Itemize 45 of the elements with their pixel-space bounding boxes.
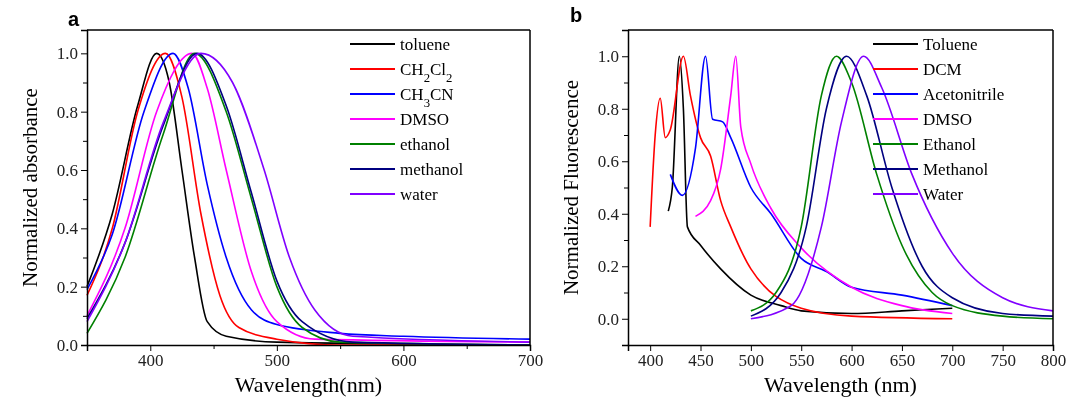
legend-label: Methanol [923,160,989,179]
y-tick-label: 0.0 [597,309,619,329]
y-tick-label: 0.8 [56,102,78,122]
x-tick-label: 500 [264,351,291,371]
x-tick-label: 550 [788,351,815,371]
chart-title: b [570,4,583,26]
x-tick-label: 600 [391,351,417,371]
x-tick-label: 400 [637,351,664,371]
y-tick-label: 0.6 [597,152,619,172]
y-tick-label: 1.0 [56,44,78,64]
legend-label: DMSO [400,110,450,129]
legend-label: Water [923,185,964,204]
x-tick-label: 700 [940,351,966,371]
y-tick-label: 1.0 [597,47,619,67]
x-axis-title: Wavelength (nm) [764,372,917,397]
x-tick-label: 700 [517,351,544,371]
legend-label: Ethanol [923,135,977,154]
y-tick-label: 0.2 [597,257,619,277]
x-tick-label: 750 [990,351,1016,371]
x-tick-label: 450 [688,351,714,371]
x-axis-title: Wavelength(nm) [234,372,383,397]
y-tick-label: 0.0 [56,335,78,355]
legend-label: CH$_{2}$Cl$_{2}$ [400,60,453,85]
y-tick-label: 0.4 [56,219,79,239]
x-tick-label: 400 [138,351,164,371]
x-tick-label: 800 [1040,351,1067,371]
legend-label: Acetonitrile [923,85,1005,104]
x-tick-label: 650 [889,351,916,371]
y-axis-title: Normalized absorbance [18,88,42,287]
legend-label: DMSO [923,110,973,129]
y-tick-label: 0.6 [56,160,78,180]
legend-label: ethanol [400,135,451,154]
x-tick-label: 600 [839,351,865,371]
y-tick-label: 0.2 [56,277,78,297]
y-axis-title: Normalized Fluorescence [559,79,583,296]
legend-label: DCM [923,60,962,79]
legend-label: water [400,185,439,204]
legend-label: CH$_{3}$CN [400,85,454,110]
legend-label: Toluene [923,35,978,54]
y-tick-label: 0.8 [597,99,619,119]
chart-title: a [68,8,80,30]
legend-label: methanol [400,160,464,179]
x-tick-label: 500 [738,351,765,371]
legend-label: toluene [400,35,451,54]
y-tick-label: 0.4 [597,204,620,224]
